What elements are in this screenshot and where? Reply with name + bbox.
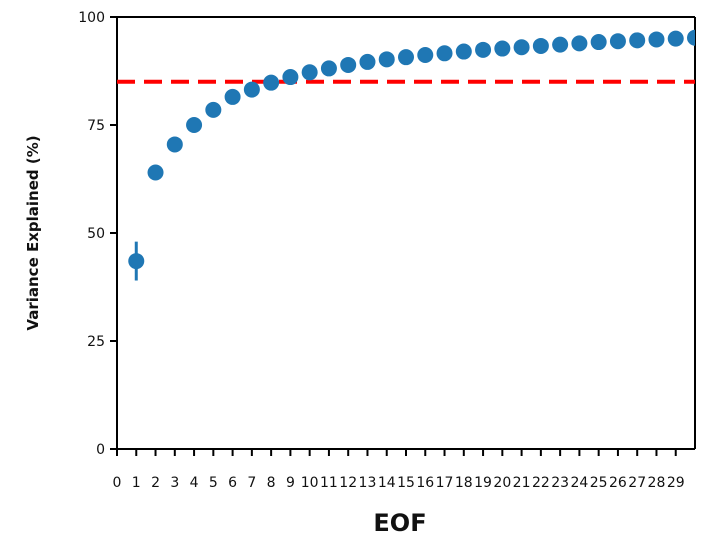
y-tick-label: 0 — [96, 442, 105, 458]
data-point — [609, 33, 626, 50]
x-tick-label: 6 — [228, 475, 237, 491]
x-tick-label: 2 — [151, 475, 160, 491]
data-point — [205, 101, 222, 118]
data-point — [436, 45, 453, 62]
x-tick-label: 21 — [513, 475, 531, 491]
data-point — [455, 43, 472, 60]
data-point — [552, 36, 569, 53]
data-point — [532, 37, 549, 54]
x-tick-label: 25 — [590, 475, 608, 491]
data-point — [494, 40, 511, 57]
x-tick-label: 14 — [378, 475, 396, 491]
data-point — [166, 136, 183, 153]
x-tick-label: 13 — [359, 475, 377, 491]
data-point — [186, 117, 203, 133]
data-point — [340, 56, 357, 73]
x-tick-label: 9 — [286, 475, 295, 491]
x-tick-label: 7 — [247, 475, 256, 491]
x-tick-label: 16 — [416, 475, 434, 491]
data-point — [667, 30, 684, 47]
data-point — [282, 69, 299, 86]
x-tick-label: 23 — [551, 475, 569, 491]
x-tick-label: 11 — [320, 475, 338, 491]
data-point — [263, 74, 280, 91]
y-tick-label: 25 — [87, 334, 105, 350]
x-tick-label: 17 — [436, 475, 454, 491]
data-point — [378, 51, 395, 68]
y-axis-title: Variance Explained (%) — [24, 135, 42, 330]
data-point — [513, 39, 530, 56]
data-point — [590, 34, 607, 51]
data-point — [128, 253, 145, 270]
x-tick-label: 26 — [609, 475, 627, 491]
x-tick-label: 18 — [455, 475, 473, 491]
x-tick-label: 1 — [132, 475, 141, 491]
x-tick-label: 19 — [474, 475, 492, 491]
x-tick-label: 24 — [570, 475, 588, 491]
data-point — [687, 29, 695, 46]
data-point — [320, 60, 337, 77]
y-tick-label: 50 — [87, 226, 105, 242]
data-point — [147, 164, 164, 181]
data-point — [648, 31, 665, 48]
data-point — [475, 41, 492, 58]
x-tick-label: 4 — [190, 475, 199, 491]
x-tick-label: 27 — [628, 475, 646, 491]
x-tick-label: 15 — [397, 475, 415, 491]
x-tick-label: 29 — [667, 475, 685, 491]
x-tick-label: 8 — [267, 475, 276, 491]
data-point — [224, 88, 241, 105]
data-point — [571, 35, 588, 52]
x-tick-label: 5 — [209, 475, 218, 491]
x-tick-label: 28 — [648, 475, 666, 491]
x-tick-label: 10 — [301, 475, 319, 491]
x-tick-label: 20 — [493, 475, 511, 491]
data-point — [301, 64, 318, 81]
data-layer — [128, 29, 695, 281]
y-tick-label: 75 — [87, 118, 105, 134]
x-tick-label: 22 — [532, 475, 550, 491]
data-point — [243, 81, 260, 98]
x-tick-label: 3 — [170, 475, 179, 491]
data-point — [359, 53, 376, 70]
x-tick-label: 12 — [339, 475, 357, 491]
y-tick-label: 100 — [78, 10, 105, 26]
x-tick-label: 0 — [113, 475, 122, 491]
x-axis-title: EOF — [373, 509, 426, 537]
data-point — [398, 49, 414, 66]
data-point — [629, 32, 646, 49]
data-point — [417, 47, 434, 64]
